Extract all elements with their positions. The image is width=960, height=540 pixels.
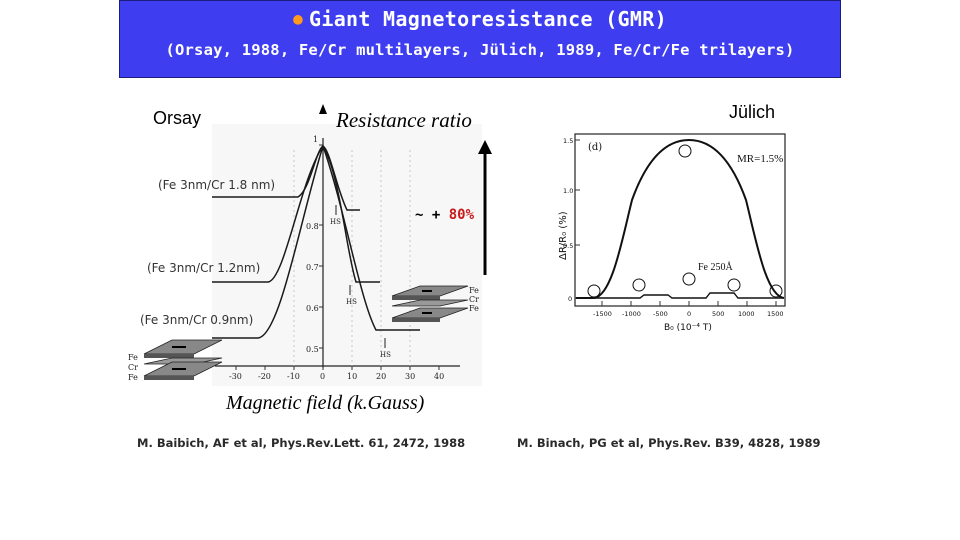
hs-label-3: HS [380, 351, 391, 359]
layer-stack-left [143, 339, 223, 380]
right-fe-label: Fe 250Å [698, 261, 734, 273]
left-plot: 1 0.8 0.7 0.6 0.5 -30 -20 -10 0 10 20 30… [128, 104, 492, 386]
stack-left-label-fe-bottom: Fe [128, 373, 138, 382]
right-x-tick-m1000: -1000 [622, 310, 641, 318]
left-x-tick-20: 20 [376, 372, 386, 381]
curve-label-cr-1-2nm: (Fe 3nm/Cr 1.2nm) [147, 261, 260, 275]
left-y-tick-1: 1 [313, 135, 318, 144]
stack-left-label-fe-top: Fe [128, 353, 138, 362]
ratio-arrow [478, 140, 492, 275]
right-x-tick-1500: 1500 [767, 310, 784, 318]
ratio-prefix: ~ + [415, 207, 441, 223]
left-x-tick-m10: -10 [287, 372, 300, 381]
right-markers [587, 144, 783, 298]
julich-label: Jülich [729, 102, 776, 122]
curve-label-cr-0-9nm: (Fe 3nm/Cr 0.9nm) [140, 313, 253, 327]
right-y-tick-1-0: 1.0 [563, 187, 573, 195]
left-y-tick-0-6: 0.6 [306, 304, 319, 313]
right-x-tick-m500: -500 [653, 310, 668, 318]
left-y-tick-0-7: 0.7 [306, 263, 319, 272]
left-x-tick-m30: -30 [229, 372, 242, 381]
curve-label-cr-1-8nm: (Fe 3nm/Cr 1.8 nm) [158, 178, 275, 192]
stack-right-label-cr: Cr [469, 295, 479, 304]
left-x-tick-40: 40 [434, 372, 444, 381]
right-x-axis-title: B₀ (10⁻⁴ T) [664, 323, 712, 333]
right-x-tick-m1500: -1500 [593, 310, 612, 318]
left-y-tick-0-5: 0.5 [306, 345, 319, 354]
slide-title-text: Giant Magnetoresistance (GMR) [309, 7, 667, 31]
right-y-tick-0-5: 0.5 [563, 242, 573, 250]
left-x-tick-0: 0 [320, 372, 325, 381]
hs-label-1: HS [330, 218, 341, 226]
bullet-icon: ● [293, 9, 304, 28]
orsay-label: Orsay [153, 108, 202, 128]
layer-stack-right [391, 285, 469, 322]
right-x-tick-0: 0 [687, 310, 691, 318]
slide-subtitle: (Orsay, 1988, Fe/Cr multilayers, Jülich,… [165, 41, 795, 59]
right-x-tick-1000: 1000 [738, 310, 755, 318]
right-plot: (d) MR=1.5% Fe 250Å ΔR/R₀ (%) 1.5 1.0 0.… [558, 133, 786, 333]
right-y-tick-1-5: 1.5 [563, 137, 573, 145]
left-x-tick-m20: -20 [258, 372, 271, 381]
resistance-ratio-label: Resistance ratio [336, 108, 472, 132]
y-axis-arrow-icon [319, 104, 327, 114]
right-y-axis-title: ΔR/R₀ (%) [558, 211, 569, 260]
left-plot-background [212, 124, 482, 386]
right-low-curve [594, 292, 784, 299]
stack-left-label-cr: Cr [128, 363, 138, 372]
left-x-tick-30: 30 [405, 372, 415, 381]
left-x-tick-10: 10 [347, 372, 357, 381]
title-banner: ● Giant Magnetoresistance (GMR) (Orsay, 1… [119, 0, 841, 78]
right-panel-label: (d) [588, 142, 602, 153]
slide-title: ● Giant Magnetoresistance (GMR) [120, 7, 840, 31]
stack-right-label-fe-top: Fe [469, 286, 479, 295]
left-y-tick-0-8: 0.8 [306, 222, 319, 231]
hs-markers [335, 205, 386, 348]
stack-right-label-fe-bottom: Fe [469, 304, 479, 313]
ratio-annotation: ~ + 80% [415, 207, 474, 223]
reference-left: M. Baibich, AF et al, Phys.Rev.Lett. 61,… [137, 436, 466, 450]
right-y-tick-0: 0 [568, 295, 572, 303]
right-x-tick-500: 500 [712, 310, 724, 318]
ratio-value: 80% [448, 207, 475, 223]
curve-cr-0-9nm [212, 143, 420, 339]
right-dome-curve [576, 138, 785, 299]
right-mr-label: MR=1.5% [737, 153, 783, 165]
magnetic-field-label: Magnetic field (k.Gauss) [226, 392, 425, 414]
hs-label-2: HS [346, 298, 357, 306]
reference-right: M. Binach, PG et al, Phys.Rev. B39, 4828… [517, 436, 821, 450]
